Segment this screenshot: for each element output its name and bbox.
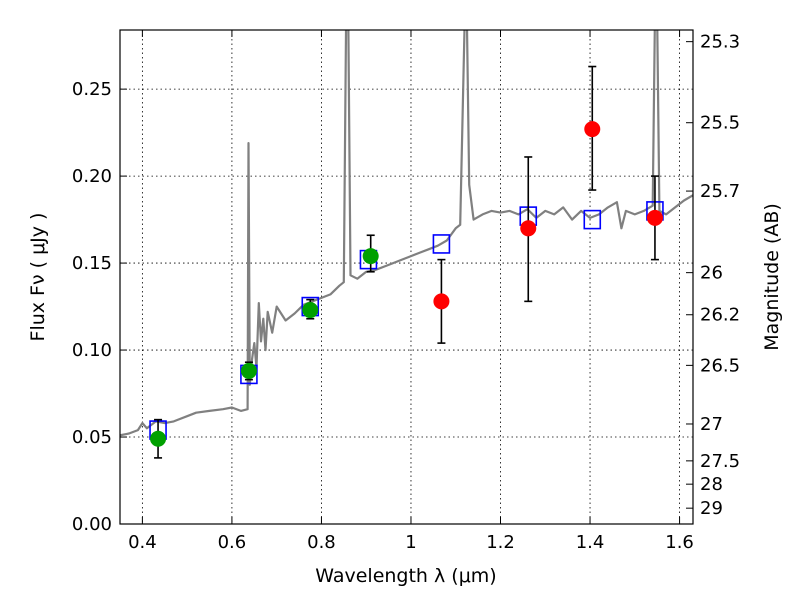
right-tick-label: 25.5 (700, 113, 740, 134)
y-tick-label: 0.00 (72, 514, 112, 535)
observed-flux-point (433, 293, 450, 310)
x-tick-label: 0.6 (218, 532, 247, 553)
observed-flux-point (646, 209, 663, 226)
right-tick-label: 27.5 (700, 451, 740, 472)
x-tick-label: 0.4 (128, 532, 157, 553)
y-tick-label: 0.20 (72, 166, 112, 187)
right-tick-label: 27 (700, 414, 723, 435)
right-tick-label: 25.3 (700, 32, 740, 53)
y-tick-label: 0.10 (72, 340, 112, 361)
model-flux-square (432, 234, 451, 254)
plot-frame (119, 29, 694, 525)
right-tick-label: 26.2 (700, 305, 740, 326)
x-tick-label: 0.8 (307, 532, 336, 553)
right-tick-label: 25.7 (700, 181, 740, 202)
observed-flux-point (240, 362, 257, 379)
observed-flux-point (302, 302, 319, 319)
right-tick-label: 29 (700, 498, 723, 519)
observed-flux-point (584, 121, 601, 138)
right-tick-label: 28 (700, 474, 723, 495)
grid (120, 30, 693, 525)
model-spectrum-line (120, 30, 693, 437)
x-tick-label: 1 (405, 532, 416, 553)
y-tick-label: 0.15 (72, 253, 112, 274)
x-tick-label: 1.4 (576, 532, 605, 553)
observed-flux-point (362, 248, 379, 265)
ticks: 0.4 0.6 0.8 1 1.2 1.4 1.6 0.00 0.05 0.10 0.15 0.20 0… (72, 30, 740, 553)
observed-flux-point (520, 220, 537, 237)
x-tick-label: 1.6 (665, 532, 694, 553)
right-axis-label: Magnitude (AB) (761, 203, 783, 351)
x-axis-label: Wavelength λ (μm) (315, 565, 496, 587)
x-tick-label: 1.2 (486, 532, 515, 553)
y-tick-label: 0.25 (72, 79, 112, 100)
right-tick-label: 26 (700, 263, 723, 284)
data-layer (120, 30, 693, 459)
model-flux-square (583, 209, 602, 230)
y-tick-label: 0.05 (72, 427, 112, 448)
observed-flux-point (150, 430, 167, 447)
right-tick-label: 26.5 (700, 355, 740, 376)
y-axis-label: Flux Fν ( μJy ) (27, 213, 49, 342)
